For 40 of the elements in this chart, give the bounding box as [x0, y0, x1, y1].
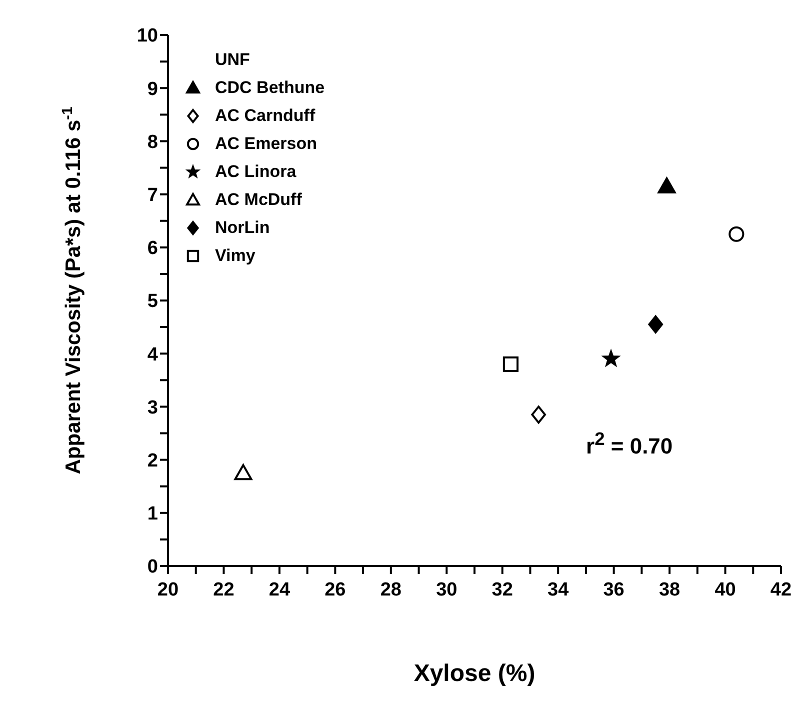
y-tick-label: 8: [147, 132, 158, 153]
x-tick-label: 22: [213, 579, 234, 600]
x-tick-label: 36: [603, 579, 624, 600]
legend-label: AC McDuff: [215, 189, 302, 211]
y-tick-label: 0: [147, 556, 158, 578]
legend-label: AC Carnduff: [215, 105, 316, 127]
y-tick-label: 5: [147, 291, 158, 312]
y-tick-label: 4: [147, 344, 158, 366]
y-tick-label: 9: [147, 78, 158, 100]
y-tick-label: 7: [147, 185, 158, 206]
x-tick-label: 32: [492, 579, 513, 600]
y-tick-label: 2: [147, 450, 158, 472]
x-tick-label: 38: [658, 579, 680, 600]
point: [502, 356, 519, 372]
annotation: r$^{2}$ = 0.70: [586, 428, 673, 460]
x-axis-title: Xylose (%): [414, 660, 536, 687]
x-tick-label: 24: [268, 579, 290, 600]
y-tick-label: 1: [147, 504, 158, 525]
point: [602, 350, 620, 367]
point: [531, 406, 546, 424]
y-tick-label: 3: [147, 397, 158, 418]
legend-label: AC Emerson: [215, 133, 318, 155]
x-tick-label: 28: [380, 579, 402, 600]
x-tick-label: 34: [548, 579, 570, 600]
x-tick-label: 20: [157, 579, 179, 600]
legend-label: CDC Bethune: [215, 77, 325, 99]
legend-label: AC Linora: [215, 161, 296, 183]
legend-title: UNF: [214, 49, 251, 71]
point: [728, 226, 744, 242]
point: [648, 315, 664, 334]
point: [658, 177, 676, 194]
x-tick-label: 26: [324, 579, 346, 600]
y-tick-label: 6: [147, 238, 158, 260]
x-tick-label: 40: [714, 579, 736, 600]
x-tick-label: 42: [770, 579, 792, 600]
legend-label: Vimy: [215, 245, 256, 267]
point: [234, 464, 252, 480]
x-tick-label: 30: [436, 579, 458, 600]
legend-label: NorLin: [215, 217, 270, 239]
y-tick-label: 10: [136, 26, 158, 47]
